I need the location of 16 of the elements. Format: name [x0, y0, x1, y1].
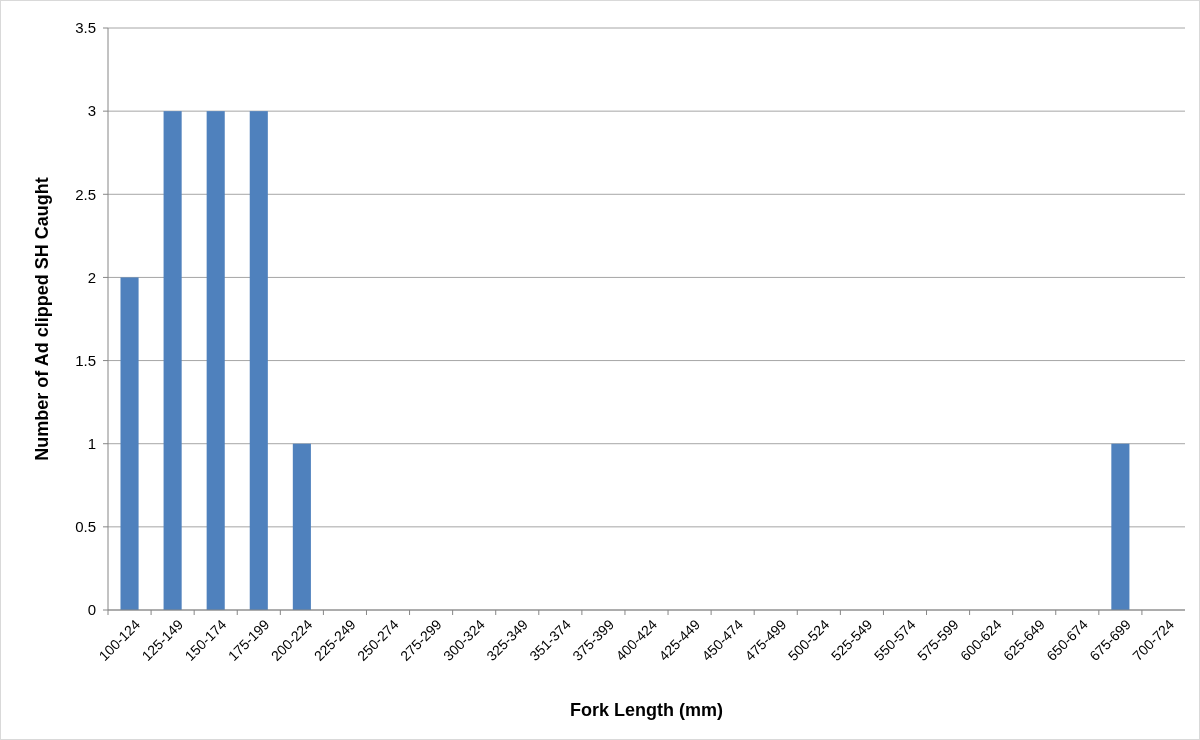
y-tick-label: 1: [87, 434, 96, 452]
bar: [120, 277, 139, 610]
bar: [292, 443, 311, 610]
bar: [249, 111, 268, 610]
y-tick-label: 2.5: [75, 185, 96, 203]
y-tick-label: 1.5: [75, 351, 96, 369]
y-tick-label: 0.5: [75, 518, 96, 536]
y-tick-label: 3.5: [75, 19, 96, 37]
y-axis-title: Number of Ad clipped SH Caught: [32, 177, 52, 461]
y-tick-label: 2: [87, 268, 96, 286]
y-tick-label: 0: [87, 601, 96, 619]
x-axis-title: Fork Length (mm): [570, 700, 723, 720]
bar: [1111, 443, 1130, 610]
y-tick-label: 3: [87, 102, 96, 120]
bar: [206, 111, 225, 610]
bar: [163, 111, 182, 610]
